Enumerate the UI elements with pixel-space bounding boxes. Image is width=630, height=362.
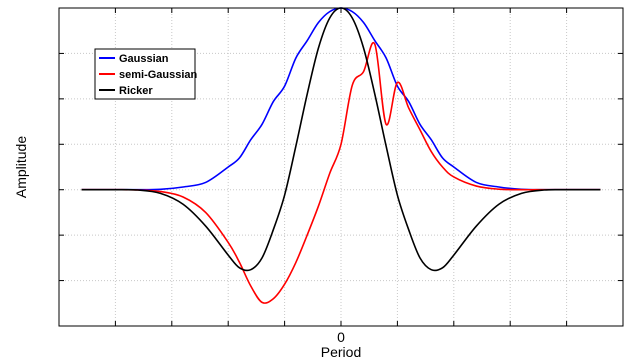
legend-label: semi-Gaussian bbox=[119, 69, 198, 81]
series-line-semi-gaussian bbox=[81, 41, 601, 304]
x-tick-label: 0 bbox=[337, 329, 345, 345]
y-axis-label: Amplitude bbox=[13, 136, 29, 198]
legend: Gaussian semi-Gaussian Ricker bbox=[94, 48, 198, 100]
legend-label: Gaussian bbox=[119, 53, 169, 65]
legend-label: Ricker bbox=[119, 85, 153, 97]
x-axis-label: Period bbox=[321, 344, 361, 360]
axis-ticks: 0 bbox=[59, 7, 624, 345]
